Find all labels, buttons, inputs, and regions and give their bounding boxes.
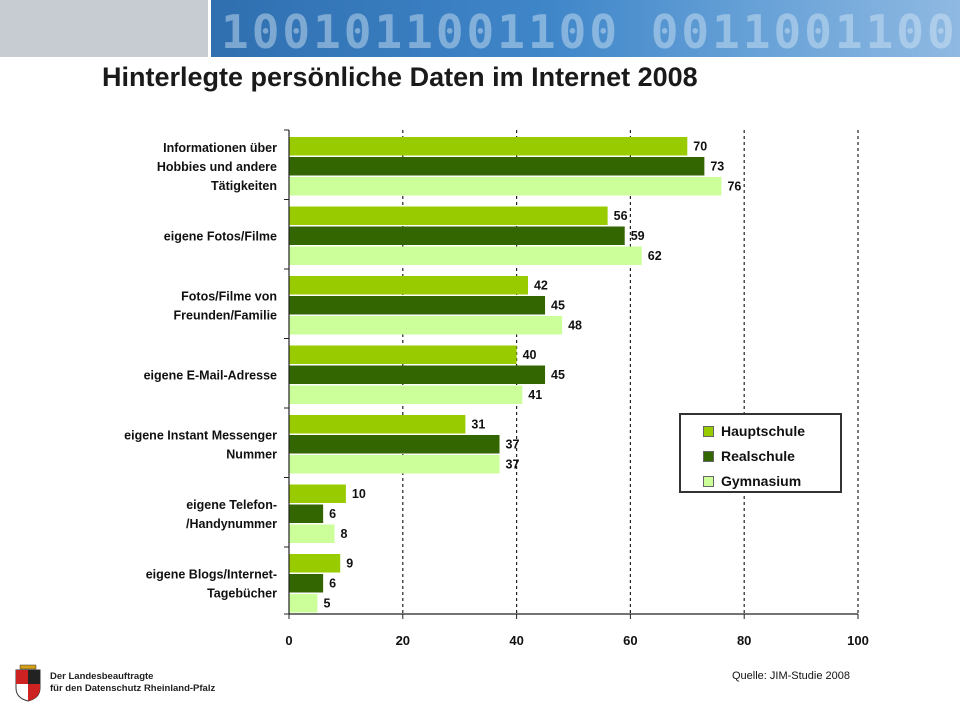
banner-divider (208, 0, 211, 57)
value-label-gymnasium-2: 62 (648, 249, 662, 263)
bar-hauptschule-2 (289, 206, 608, 225)
legend-swatch-hauptschule (703, 425, 714, 437)
value-label-gymnasium-5: 37 (506, 458, 520, 472)
value-label-realschule-2: 59 (631, 229, 645, 243)
bar-gymnasium-6 (289, 524, 335, 543)
value-label-realschule-6: 6 (329, 507, 336, 521)
bar-realschule-7 (289, 574, 324, 593)
x-tick-label-0: 0 (285, 633, 292, 648)
category-label-2: eigene Fotos/Filme (164, 230, 277, 244)
value-label-hauptschule-3: 42 (534, 279, 548, 293)
x-tick-label-100: 100 (847, 633, 869, 648)
value-label-realschule-3: 45 (551, 299, 565, 313)
category-label-line: Nummer (226, 448, 277, 462)
bar-hauptschule-3 (289, 276, 528, 295)
chart-legend: Hauptschule Realschule Gymnasium (679, 413, 842, 493)
value-label-realschule-7: 6 (329, 577, 336, 591)
category-label-line: eigene E-Mail-Adresse (144, 369, 277, 383)
header-banner: 1001011001100 00110011001 (0, 0, 960, 57)
value-label-hauptschule-7: 9 (346, 557, 353, 571)
category-label-4: eigene E-Mail-Adresse (144, 369, 277, 383)
value-label-hauptschule-1: 70 (693, 140, 707, 154)
footer-logo: Der Landesbeauftragte für den Datenschut… (14, 664, 215, 704)
source-note: Quelle: JIM-Studie 2008 (732, 670, 851, 682)
bar-realschule-2 (289, 226, 625, 245)
bar-realschule-6 (289, 504, 324, 523)
category-label-line: Informationen über (163, 141, 277, 155)
value-label-realschule-5: 37 (506, 438, 520, 452)
category-label-7: eigene Blogs/Internet- Tagebücher (146, 568, 277, 601)
x-tick-label-80: 80 (737, 633, 751, 648)
category-label-line: eigene Telefon- (186, 498, 277, 512)
category-label-3: Fotos/Filme von Freunden/Familie (174, 290, 278, 323)
value-label-gymnasium-3: 48 (568, 319, 582, 333)
value-label-gymnasium-4: 41 (528, 388, 542, 402)
binary-digits-graphic: 1001011001100 00110011001 (221, 5, 960, 57)
bar-gymnasium-7 (289, 594, 318, 613)
bar-hauptschule-6 (289, 484, 346, 503)
legend-item-gymnasium: Gymnasium (703, 472, 801, 490)
organisation-line-1: Der Landesbeauftragte (50, 671, 154, 682)
value-label-hauptschule-4: 40 (523, 348, 537, 362)
value-label-realschule-1: 73 (710, 160, 724, 174)
category-label-line: Tagebücher (207, 587, 277, 601)
value-label-hauptschule-2: 56 (614, 209, 628, 223)
category-label-6: eigene Telefon- /Handynummer (186, 498, 277, 531)
category-label-line: eigene Blogs/Internet- (146, 568, 277, 582)
bar-realschule-1 (289, 157, 705, 176)
x-tick-label-20: 20 (396, 633, 410, 648)
category-label-line: Hobbies und andere (157, 160, 277, 174)
legend-swatch-realschule (703, 450, 714, 462)
value-label-gymnasium-7: 5 (323, 597, 330, 611)
legend-label-gymnasium: Gymnasium (721, 473, 802, 489)
category-label-line: /Handynummer (186, 517, 277, 531)
x-tick-label-60: 60 (623, 633, 637, 648)
bar-hauptschule-1 (289, 137, 688, 156)
legend-label-hauptschule: Hauptschule (721, 423, 806, 439)
bar-realschule-5 (289, 435, 500, 454)
value-label-gymnasium-6: 8 (341, 527, 348, 541)
bar-gymnasium-3 (289, 316, 563, 335)
x-tick-label-40: 40 (509, 633, 523, 648)
bar-gymnasium-2 (289, 246, 642, 265)
value-label-realschule-4: 45 (551, 368, 565, 382)
category-label-line: Freunden/Familie (174, 309, 278, 323)
bar-gymnasium-1 (289, 177, 722, 196)
banner-binary-panel: 1001011001100 00110011001 (211, 0, 960, 57)
legend-item-realschule: Realschule (703, 447, 795, 465)
bar-realschule-4 (289, 365, 546, 384)
value-label-hauptschule-6: 10 (352, 487, 366, 501)
value-label-gymnasium-1: 76 (727, 180, 741, 194)
organisation-name: Der Landesbeauftragte für den Datenschut… (50, 671, 215, 695)
bar-gymnasium-5 (289, 455, 500, 474)
legend-swatch-gymnasium (703, 475, 714, 487)
banner-digits: 1001011001100 00110011001 (221, 5, 960, 57)
bar-realschule-3 (289, 296, 546, 315)
legend-label-realschule: Realschule (721, 448, 795, 464)
banner-gray-panel (0, 0, 208, 57)
bar-hauptschule-7 (289, 554, 341, 573)
category-label-1: Informationen über Hobbies und andere Täti… (157, 141, 277, 193)
bar-hauptschule-5 (289, 415, 466, 434)
value-label-hauptschule-5: 31 (471, 418, 485, 432)
legend-item-hauptschule: Hauptschule (703, 422, 805, 440)
organisation-line-2: für den Datenschutz Rheinland-Pfalz (50, 683, 216, 694)
category-label-line: Fotos/Filme von (181, 290, 277, 304)
bar-hauptschule-4 (289, 345, 517, 364)
coat-of-arms-icon (15, 664, 41, 702)
page-title: Hinterlegte persönliche Daten im Interne… (102, 62, 698, 92)
category-label-line: eigene Instant Messenger (124, 429, 277, 443)
category-label-line: eigene Fotos/Filme (164, 230, 277, 244)
category-label-5: eigene Instant Messenger Nummer (124, 429, 277, 462)
category-label-line: Tätigkeiten (211, 179, 277, 193)
bar-gymnasium-4 (289, 385, 523, 404)
